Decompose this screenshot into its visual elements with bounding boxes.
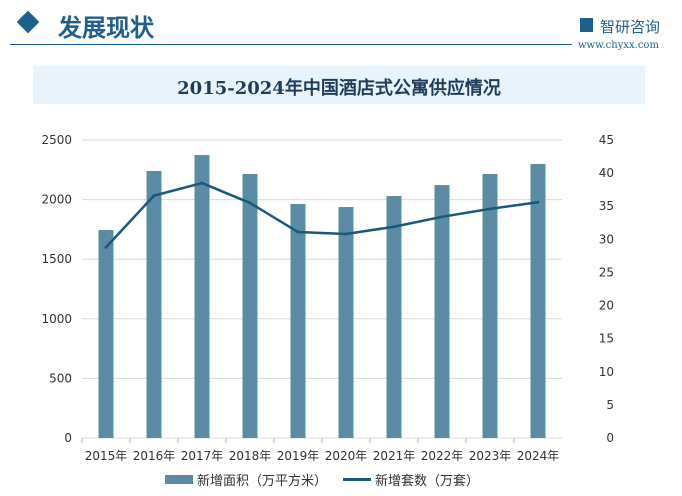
y-left-tick-label: 2000 — [41, 193, 72, 207]
bar — [242, 173, 258, 439]
bar — [146, 170, 162, 438]
chart-title: 2015-2024年中国酒店式公寓供应情况 — [177, 78, 501, 99]
y-right-tick-label: 30 — [599, 232, 614, 246]
y-right-tick-label: 45 — [599, 133, 614, 147]
legend-label: 新增面积（万平方米） — [197, 474, 328, 489]
y-right-tick-label: 10 — [599, 365, 614, 379]
bar — [290, 204, 306, 438]
y-left-tick-label: 1500 — [41, 252, 72, 266]
line-point — [104, 245, 108, 249]
line-series — [105, 181, 539, 249]
x-tick-label: 2018年 — [229, 449, 272, 463]
line-point — [152, 194, 156, 198]
line-point — [344, 232, 348, 236]
x-tick-label: 2017年 — [181, 449, 224, 463]
chart-title-box: 2015-2024年中国酒店式公寓供应情况 — [33, 66, 645, 104]
legend-swatch-line — [343, 478, 371, 481]
logo-text: 智研咨询 — [600, 18, 661, 36]
legend-item-area: 新增面积（万平方米） — [165, 470, 327, 489]
x-tick-label: 2024年 — [517, 449, 560, 463]
x-tick-label: 2020年 — [325, 449, 368, 463]
legend-swatch-bar — [165, 475, 193, 484]
bar — [338, 206, 354, 438]
x-tick-label: 2015年 — [85, 449, 128, 463]
y-left-tick-label: 500 — [49, 371, 72, 385]
y-right-tick-label: 25 — [599, 265, 614, 279]
bar — [530, 163, 546, 438]
y-right-tick-label: 15 — [599, 332, 614, 346]
bar — [434, 185, 450, 438]
logo-url: www.chyxx.com — [578, 40, 659, 51]
bar — [386, 196, 402, 438]
legend-label: 新增套数（万套） — [375, 474, 480, 489]
y-left-tick-label: 0 — [64, 431, 72, 445]
x-tick-label: 2021年 — [373, 449, 416, 463]
header-divider — [10, 44, 572, 45]
line-point — [296, 230, 300, 234]
x-tick-label: 2019年 — [277, 449, 320, 463]
bar — [482, 173, 498, 439]
legend-item-units: 新增套数（万套） — [343, 470, 479, 489]
logo-icon — [580, 18, 593, 32]
line-point — [200, 181, 204, 185]
y-right-tick-label: 0 — [606, 431, 614, 445]
line-point — [392, 225, 396, 229]
bar — [98, 229, 114, 438]
y-left-tick-label: 1000 — [41, 312, 72, 326]
x-tick-label: 2023年 — [469, 449, 512, 463]
bar — [194, 155, 210, 438]
x-tick-label: 2016年 — [133, 449, 176, 463]
y-right-tick-label: 20 — [599, 299, 614, 313]
line-point — [440, 215, 444, 219]
y-right-tick-label: 35 — [599, 199, 614, 213]
y-right-tick-label: 5 — [606, 398, 614, 412]
y-right-tick-label: 40 — [599, 166, 614, 180]
line-point — [248, 201, 252, 205]
section-title: 发展现状 — [58, 13, 154, 42]
y-left-tick-label: 2500 — [41, 133, 72, 147]
x-tick-label: 2022年 — [421, 449, 464, 463]
line-point — [536, 200, 540, 204]
line-point — [488, 207, 492, 211]
